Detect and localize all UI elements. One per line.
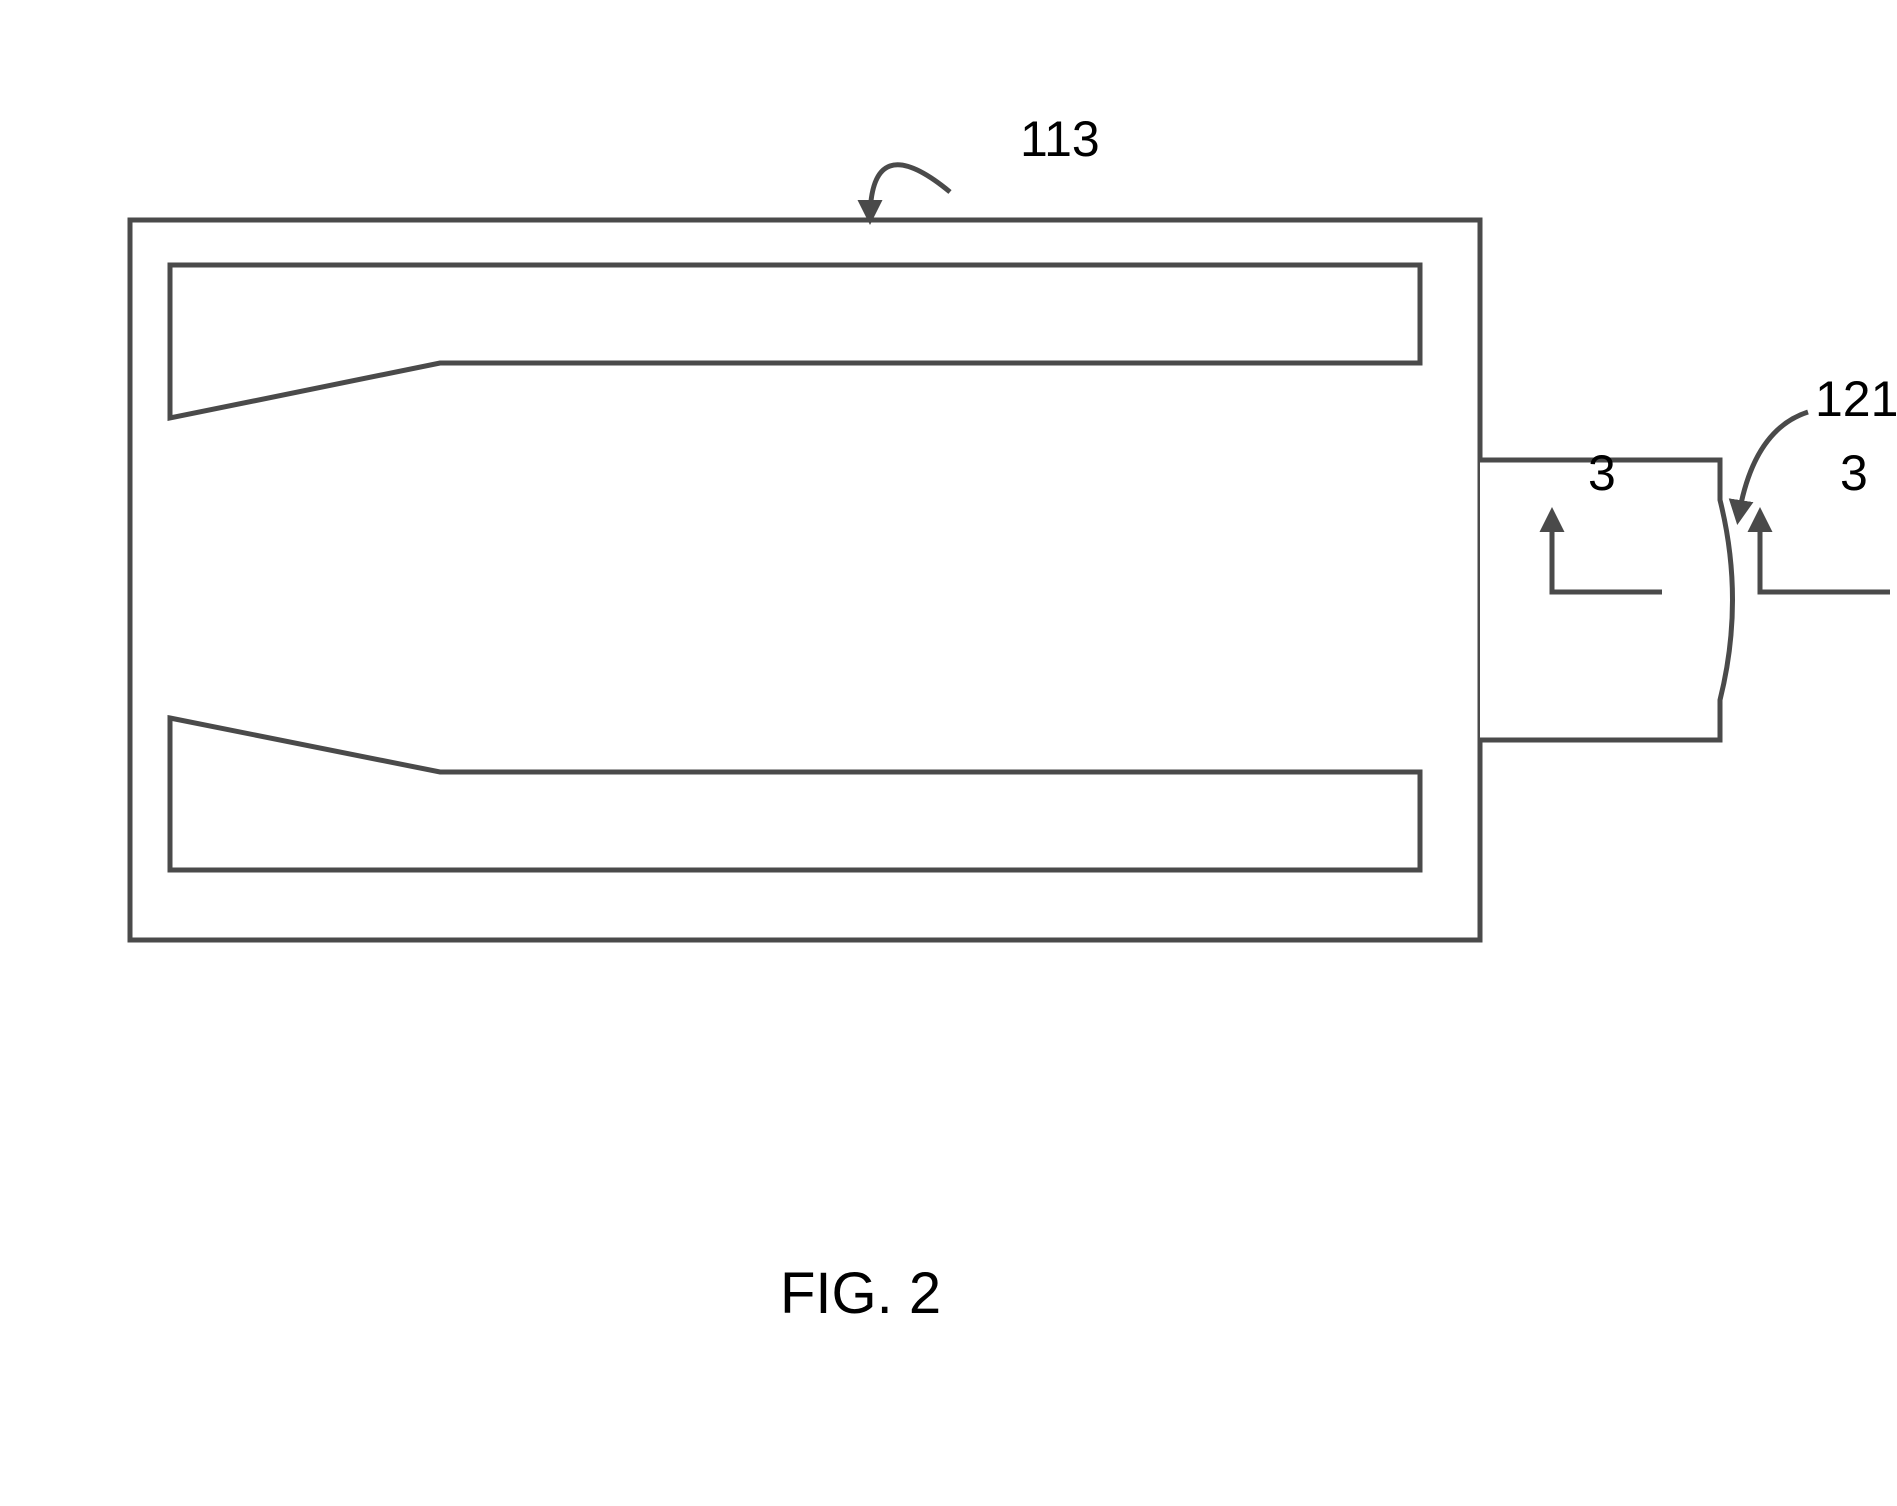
section-label-left: 3 [1588, 444, 1616, 502]
figure-caption: FIG. 2 [780, 1260, 941, 1327]
bottom-slot-shape [170, 718, 1420, 870]
right-attachment-box [1480, 460, 1733, 740]
section-arrow-right [1760, 512, 1890, 592]
leader-arrow-121 [1738, 412, 1808, 520]
leader-arrow-113 [870, 165, 950, 220]
outer-box [130, 220, 1480, 940]
ref-label-113: 113 [1020, 110, 1100, 168]
figure-canvas: 113 121 3 3 FIG. 2 [0, 0, 1897, 1506]
figure-svg [0, 0, 1897, 1506]
section-label-right: 3 [1840, 444, 1868, 502]
ref-label-121: 121 [1815, 370, 1897, 428]
top-slot-shape [170, 265, 1420, 418]
